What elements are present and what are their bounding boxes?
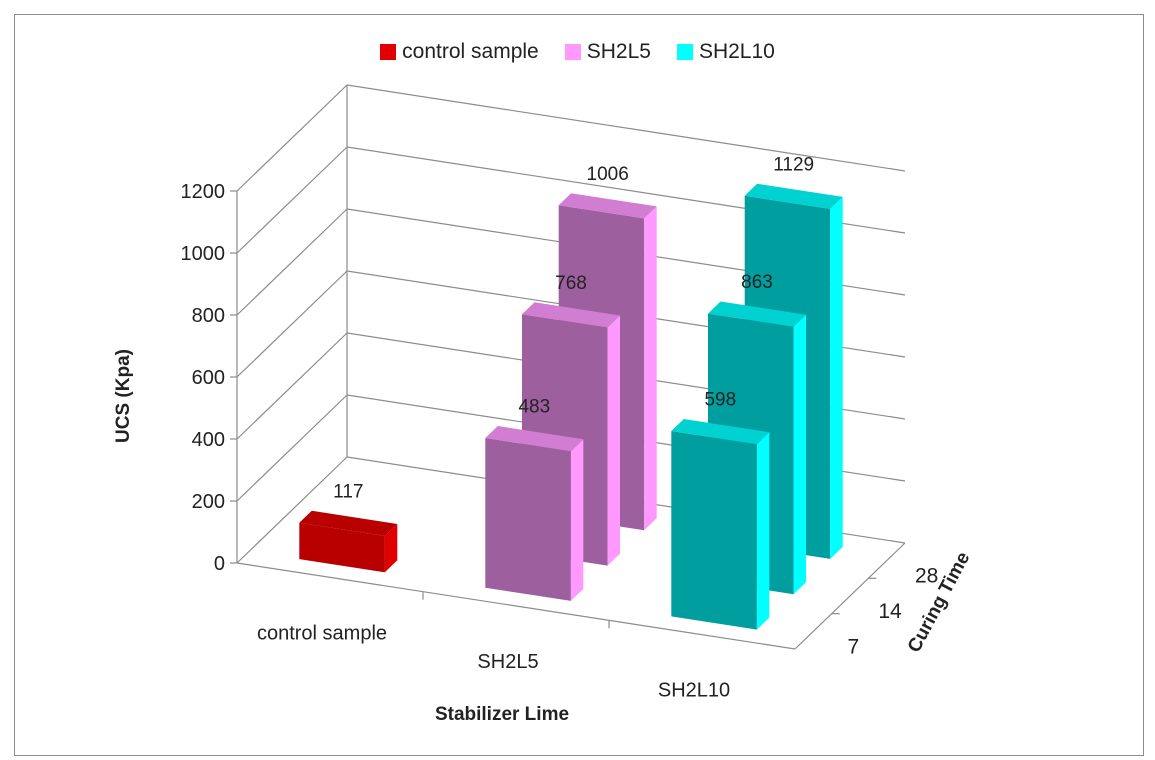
legend-swatch [380,44,397,60]
depth-tick-label: 14 [878,600,902,623]
gridline-side [236,332,348,440]
bar-side [570,439,584,601]
y-tick-label: 1200 [181,181,226,203]
x-tick-label: SH2L10 [658,680,730,702]
bar-front [485,438,571,601]
bar-top [708,301,806,327]
bar-side [384,524,398,573]
bar-value-label: 768 [555,273,587,294]
y-tick-label: 200 [192,491,225,513]
legend-item: SH2L5 [564,40,651,64]
y-tick-label: 0 [214,553,225,575]
gridline-side [236,394,348,502]
y-tick-label: 800 [192,305,225,327]
gridline-back [346,84,906,172]
bar-value-label: 483 [518,397,550,418]
bar-side [830,196,843,559]
legend-label: SH2L5 [586,40,651,63]
bar-side [793,314,806,595]
bar [299,510,398,573]
bar-top [671,419,770,445]
y-tick-label: 400 [192,429,225,451]
bar-top [744,183,843,209]
bar-side [607,315,620,566]
y-axis-title: UCS (Kpa) [113,349,134,443]
bar-side [644,206,657,531]
y-tick-label: 1000 [181,243,226,265]
gridline-side [236,84,348,192]
bar-top [299,510,398,536]
bar [671,419,770,630]
gridline-side [236,208,348,316]
bar-value-label: 1006 [587,164,629,185]
legend-swatch [676,44,693,60]
legend: control sample SH2L5 SH2L10 [0,40,1155,64]
gridline-side [236,146,348,254]
bar-top [558,193,657,219]
bar-value-label: 863 [741,272,773,293]
y-tick-label: 600 [192,367,225,389]
depth-axis-line [794,542,906,650]
bar-top [485,426,584,452]
gridline-side [236,270,348,378]
bar-front [671,431,757,630]
bar-value-label: 598 [704,390,736,411]
x-axis-line [236,562,796,650]
bar-value-label: 117 [333,481,363,502]
legend-label: SH2L10 [698,40,775,63]
x-tick-label: SH2L5 [477,651,538,673]
bar-side [756,432,770,630]
gridline-side [236,456,348,564]
legend-label: control sample [402,40,539,63]
depth-tick-label: 28 [915,565,938,588]
bar-top [522,302,620,328]
x-tick-label: control sample [257,622,387,644]
bar-value-label: 1129 [773,154,814,175]
bar-front [299,522,385,573]
legend-item: control sample [380,40,539,64]
legend-swatch [564,44,581,60]
legend-item: SH2L10 [676,40,775,64]
depth-tick-label: 7 [847,635,859,658]
x-axis-title: Stabilizer Lime [435,704,569,725]
bar [485,426,584,601]
